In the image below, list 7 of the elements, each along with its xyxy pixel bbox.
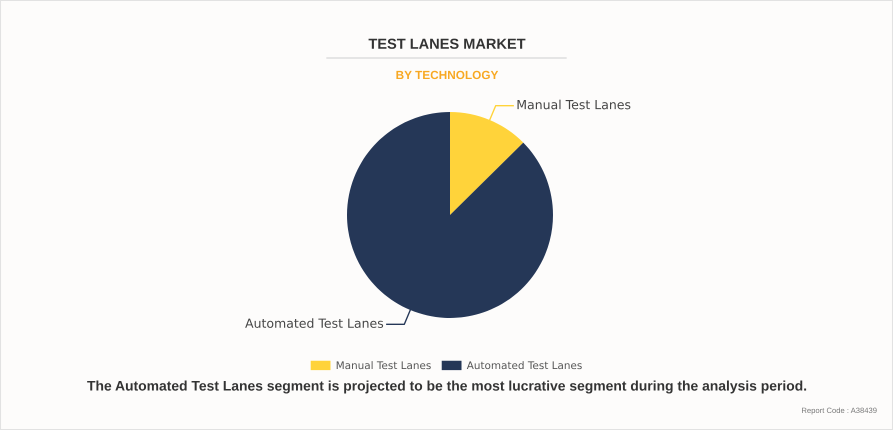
legend-label: Manual Test Lanes xyxy=(336,361,431,370)
chart-title: TEST LANES MARKET xyxy=(368,38,526,49)
chart-subtitle: BY TECHNOLOGY xyxy=(396,70,498,80)
slice-label: Manual Test Lanes xyxy=(518,100,630,110)
text: The Automated Test Lanes segment is projected to be the most lucrative segment during the analysis period. xyxy=(87,380,806,394)
slice-label: Automated Test Lanes xyxy=(245,318,384,328)
legend-label: Automated Test Lanes xyxy=(466,361,582,370)
